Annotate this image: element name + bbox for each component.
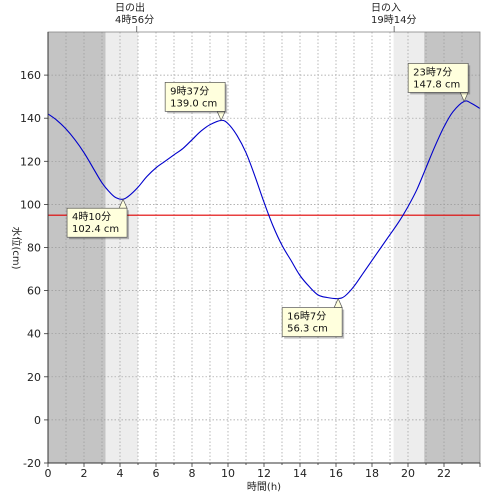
x-tick-label: 6 [153,467,160,480]
daylight-bands [48,32,480,463]
x-tick-label: 16 [329,467,343,480]
x-tick-label: 12 [257,467,271,480]
annotation-time: 9時37分 [170,85,209,97]
annotation-value: 147.8 cm [413,79,460,90]
y-tick-label: -20 [23,457,41,470]
annotation-time: 23時7分 [413,66,452,78]
y-tick-label: 80 [27,242,41,255]
annotation-box [66,207,128,238]
annotation-box [281,307,343,337]
x-tick-label: 20 [401,467,415,480]
x-tick-label: 4 [117,467,124,480]
annotation-value: 56.3 cm [287,324,328,335]
sunset-time: 19時14分 [371,14,416,26]
x-tick-label: 0 [45,467,52,480]
sun-labels: 日の出 4時56分 日の入 19時14分 [115,1,416,32]
series-group [47,100,481,300]
y-tick-label: 0 [34,414,41,427]
annotation-box [164,82,226,112]
y-tick-label: 40 [27,328,41,341]
y-tick-label: 20 [27,371,41,384]
annotation-value: 139.0 cm [170,98,217,109]
annotation-time: 16時7分 [287,311,326,323]
y-tick-label: 120 [20,155,41,168]
x-tick-label: 18 [365,467,379,480]
y-tick-label: 160 [20,69,41,82]
annotation-value: 102.4 cm [72,224,119,235]
annotation-box [407,63,469,93]
annotation-time: 4時10分 [72,211,111,223]
y-tick-label: 100 [20,198,41,211]
y-axis-label: 水位(cm) [10,226,23,269]
x-tick-label: 14 [293,467,307,480]
x-tick-label: 10 [221,467,235,480]
x-tick-label: 22 [437,467,451,480]
y-tick-label: 140 [20,112,41,125]
sunrise-time: 4時56分 [115,14,154,26]
x-axis-label: 時間(h) [247,481,281,493]
sunset-label: 日の入 [371,3,401,14]
axes: 0 2 4 6 8 10 12 14 16 18 20 22 -20 0 20 40 60 80 100 120 140… [20,31,481,480]
x-tick-label: 8 [189,467,196,480]
tide-level-line [47,100,481,300]
sunrise-label: 日の出 [115,1,145,14]
y-tick-label: 60 [27,285,41,298]
x-tick-label: 2 [81,467,88,480]
